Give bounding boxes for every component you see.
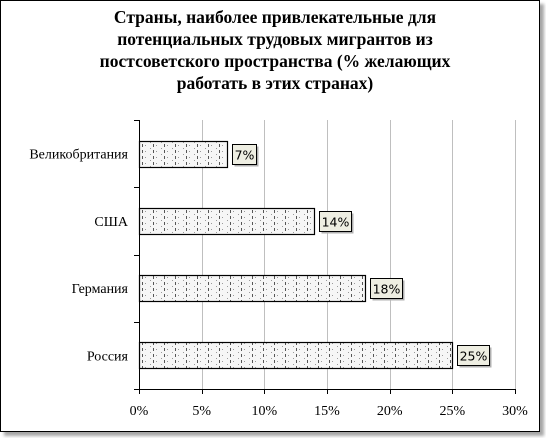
data-label-box [457, 345, 490, 366]
x-tick-label: 20% [377, 404, 403, 419]
title-line: Страны, наиболее привлекательные для [113, 7, 437, 27]
x-tick-label: 15% [314, 404, 340, 419]
x-tick-label: 25% [439, 404, 465, 419]
category-label: Россия [87, 349, 129, 364]
chart-title: Страны, наиболее привлекательные для пот… [40, 6, 510, 94]
data-label-box [370, 278, 403, 299]
category-label: Германия [72, 282, 129, 297]
title-line: постсоветского пространства (% желающих [99, 51, 451, 71]
title-line: работать в этих странах) [176, 73, 374, 93]
title-line: потенциальных трудовых мигрантов из [117, 29, 433, 49]
data-label-box [232, 144, 257, 165]
x-tick-label: 0% [130, 404, 149, 419]
data-label: 7% [235, 148, 255, 163]
bar [138, 207, 316, 236]
bar [138, 341, 454, 370]
x-tick-label: 10% [251, 404, 277, 419]
x-tick-label: 5% [192, 404, 211, 419]
bar [138, 274, 367, 303]
category-label: США [94, 215, 128, 230]
data-label-box [319, 211, 352, 232]
data-label: 25% [460, 349, 488, 364]
data-label: 18% [373, 282, 401, 297]
data-label: 14% [322, 215, 350, 230]
category-label: Великобритания [29, 148, 128, 163]
bar [138, 140, 229, 169]
x-tick-label: 30% [502, 404, 528, 419]
